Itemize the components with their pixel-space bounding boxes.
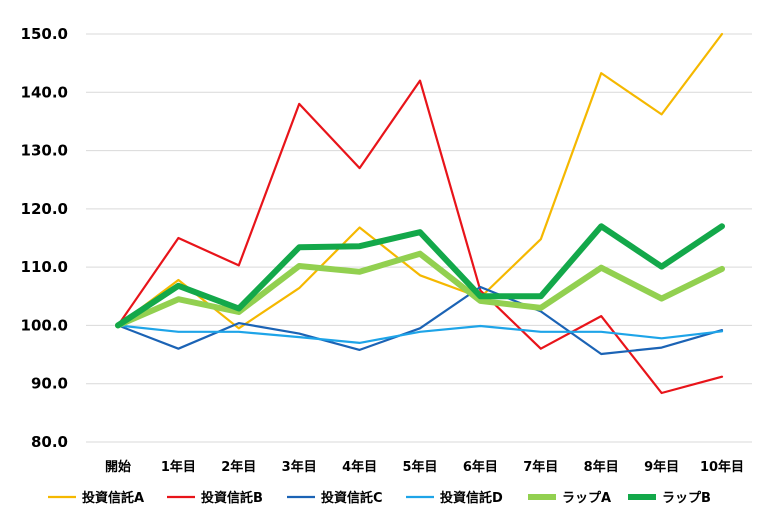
- x-tick-label: 1年目: [161, 459, 196, 475]
- x-axis-ticks: 開始 1年目 2年目 3年目 4年目 5年目 6年目 7年目 8年目 9年目 10年目: [105, 459, 744, 475]
- y-axis-ticks: 80.0 90.0 100.0 110.0 120.0 130.0 140.0 150.0: [21, 25, 68, 451]
- y-tick-label: 120.0: [21, 200, 68, 218]
- x-tick-label: 10年目: [700, 459, 744, 475]
- x-tick-label: 開始: [105, 459, 131, 475]
- x-tick-label: 6年目: [463, 459, 498, 475]
- legend-label: 投資信託A: [82, 490, 144, 506]
- x-tick-label: 7年目: [523, 459, 558, 475]
- y-tick-label: 80.0: [31, 433, 68, 451]
- y-tick-label: 150.0: [21, 25, 68, 43]
- x-tick-label: 8年目: [584, 459, 619, 475]
- y-tick-label: 130.0: [21, 142, 68, 160]
- legend-label: ラップA: [562, 491, 611, 506]
- y-tick-label: 90.0: [31, 375, 68, 393]
- series-line-6: [115, 223, 725, 329]
- x-tick-label: 5年目: [402, 459, 437, 475]
- y-tick-label: 140.0: [21, 83, 68, 101]
- series-line-2: [116, 79, 724, 395]
- x-tick-label: 9年目: [644, 459, 679, 475]
- legend-label: ラップB: [662, 491, 711, 506]
- series-line-4: [116, 324, 724, 344]
- series-lines: [115, 32, 725, 395]
- x-tick-label: 4年目: [342, 459, 377, 475]
- legend: 投資信託A 投資信託B 投資信託C 投資信託D ラップA ラップB: [48, 490, 711, 506]
- legend-label: 投資信託D: [440, 490, 503, 506]
- gridlines: [86, 33, 752, 443]
- x-tick-label: 3年目: [282, 459, 317, 475]
- x-tick-label: 2年目: [221, 459, 256, 475]
- series-line-1: [116, 32, 724, 330]
- y-tick-label: 110.0: [21, 258, 68, 276]
- legend-label: 投資信託C: [321, 490, 383, 506]
- legend-label: 投資信託B: [201, 490, 263, 506]
- y-tick-label: 100.0: [21, 316, 68, 334]
- series-line-5: [115, 250, 725, 329]
